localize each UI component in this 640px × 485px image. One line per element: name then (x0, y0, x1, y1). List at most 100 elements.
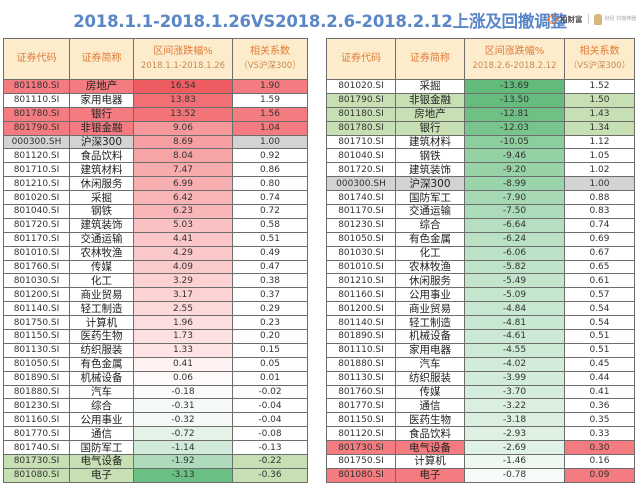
header-corr-sub: （VS沪深300） (568, 61, 631, 71)
table-row: 801030.SI 化工 -6.06 0.67 (326, 245, 635, 261)
cell-corr: 0.88 (564, 190, 635, 206)
table-row: 801760.SI 传媒 4.09 0.47 (3, 259, 308, 275)
cell-name: 化工 (69, 273, 134, 289)
cell-code: 801020.SI (3, 190, 70, 206)
cell-corr: 0.38 (232, 273, 308, 289)
cell-change: -8.99 (464, 176, 565, 192)
cell-name: 沪深300 (395, 176, 465, 192)
cell-code: 801110.SI (3, 92, 70, 108)
cell-change: 3.29 (133, 273, 233, 289)
table-row: 801110.SI 家用电器 -4.55 0.51 (326, 342, 635, 358)
table-row: 801150.SI 医药生物 1.73 0.20 (3, 329, 308, 344)
cell-name: 汽车 (395, 356, 465, 372)
right-table-header: 证券代码 证券简称 区间涨跌幅% 2018.2.6-2018.2.12 相关系数… (326, 38, 635, 80)
table-row: 801140.SI 轻工制造 2.55 0.29 (3, 301, 308, 317)
logo-ring-icon (548, 14, 557, 24)
cell-name: 沪深300 (69, 134, 134, 150)
cell-code: 801770.SI (3, 426, 70, 442)
table-row: 801720.SI 建筑装饰 5.03 0.58 (3, 217, 308, 233)
cell-name: 电气设备 (69, 454, 134, 469)
cell-code: 801710.SI (3, 162, 70, 178)
table-row: 801180.SI 房地产 16.54 1.90 (3, 79, 308, 94)
cell-change: 0.06 (133, 370, 233, 386)
cell-name: 国防军工 (69, 440, 134, 456)
cell-corr: 0.83 (564, 204, 635, 219)
cell-corr: 0.05 (232, 356, 308, 372)
cell-code: 801210.SI (326, 273, 396, 289)
table-row: 801040.SI 钢铁 6.23 0.72 (3, 204, 308, 219)
cell-corr: 0.74 (232, 190, 308, 206)
cell-name: 机械设备 (395, 329, 465, 344)
cell-corr: 0.44 (564, 370, 635, 386)
cell-corr: 0.47 (232, 259, 308, 275)
table-row: 801130.SI 纺织服装 -3.99 0.44 (326, 370, 635, 386)
cell-name: 建筑装饰 (69, 217, 134, 233)
table-row: 801880.SI 汽车 -4.02 0.45 (326, 356, 635, 372)
table-row: 801740.SI 国防军工 -1.14 -0.13 (3, 440, 308, 456)
cell-change: 4.09 (133, 259, 233, 275)
right-table: 证券代码 证券简称 区间涨跌幅% 2018.2.6-2018.2.12 相关系数… (326, 38, 635, 483)
cell-change: -13.69 (464, 79, 565, 94)
table-row: 801880.SI 汽车 -0.18 -0.02 (3, 384, 308, 400)
cell-corr: 0.36 (564, 398, 635, 414)
cell-name: 非银金融 (69, 120, 134, 136)
cell-change: 4.29 (133, 245, 233, 261)
cell-change: 4.41 (133, 231, 233, 247)
cell-code: 801170.SI (326, 204, 396, 219)
cell-name: 交通运输 (69, 231, 134, 247)
cell-corr: 1.00 (564, 176, 635, 192)
table-row: 801080.SI 电子 -0.78 0.09 (326, 467, 635, 483)
logo-sub: 财经 扫描神器 (604, 15, 637, 22)
header-corr: 相关系数 （VS沪深300） (232, 38, 308, 80)
cell-change: -0.32 (133, 412, 233, 428)
cell-name: 传媒 (395, 384, 465, 400)
cell-change: -3.99 (464, 370, 565, 386)
cell-change: 9.06 (133, 120, 233, 136)
cell-corr: 1.00 (232, 134, 308, 150)
table-row: 801790.SI 非银金融 9.06 1.04 (3, 120, 308, 136)
cell-name: 纺织服装 (395, 370, 465, 386)
cell-change: -5.49 (464, 273, 565, 289)
table-row: 801750.SI 计算机 -1.46 0.16 (326, 454, 635, 469)
cell-code: 801750.SI (326, 454, 396, 469)
cell-change: 1.73 (133, 329, 233, 344)
cell-change: -5.82 (464, 259, 565, 275)
cell-code: 801200.SI (326, 301, 396, 317)
cell-change: -3.22 (464, 398, 565, 414)
cell-code: 801230.SI (3, 398, 70, 414)
cell-code: 801740.SI (3, 440, 70, 456)
cell-name: 食品饮料 (395, 426, 465, 442)
header-code: 证券代码 (326, 38, 396, 80)
cell-corr: 0.80 (232, 176, 308, 192)
cell-name: 有色金属 (69, 356, 134, 372)
cell-name: 农林牧渔 (69, 245, 134, 261)
cell-code: 801120.SI (3, 148, 70, 164)
right-table-body: 801020.SI 采掘 -13.69 1.52 801790.SI 非银金融 -13.50… (326, 79, 635, 483)
cell-name: 非银金融 (395, 92, 465, 108)
table-row: 801120.SI 食品饮料 -2.93 0.33 (326, 426, 635, 442)
cell-change: -1.14 (133, 440, 233, 456)
cell-change: -4.61 (464, 329, 565, 344)
cell-code: 801080.SI (3, 467, 70, 483)
cell-code: 801010.SI (3, 245, 70, 261)
cell-change: -6.24 (464, 231, 565, 247)
table-row: 801010.SI 农林牧渔 -5.82 0.65 (326, 259, 635, 275)
cell-name: 国防军工 (395, 190, 465, 206)
cell-corr: 0.86 (232, 162, 308, 178)
cell-name: 通信 (395, 398, 465, 414)
cell-code: 801080.SI (326, 467, 396, 483)
cell-corr: 1.56 (232, 106, 308, 122)
cell-name: 钢铁 (395, 148, 465, 164)
cell-corr: 1.02 (564, 162, 635, 178)
cell-code: 801780.SI (3, 106, 70, 122)
table-row: 801160.SI 公用事业 -5.09 0.57 (326, 287, 635, 303)
cell-name: 电子 (69, 467, 134, 483)
cell-change: -3.70 (464, 384, 565, 400)
header-name: 证券简称 (69, 38, 134, 80)
cell-code: 801200.SI (3, 287, 70, 303)
cell-change: -3.13 (133, 467, 233, 483)
table-row: 801040.SI 钢铁 -9.46 1.05 (326, 148, 635, 164)
cell-name: 化工 (395, 245, 465, 261)
table-row: 801200.SI 商业贸易 3.17 0.37 (3, 287, 308, 303)
cell-corr: 0.54 (564, 315, 635, 331)
